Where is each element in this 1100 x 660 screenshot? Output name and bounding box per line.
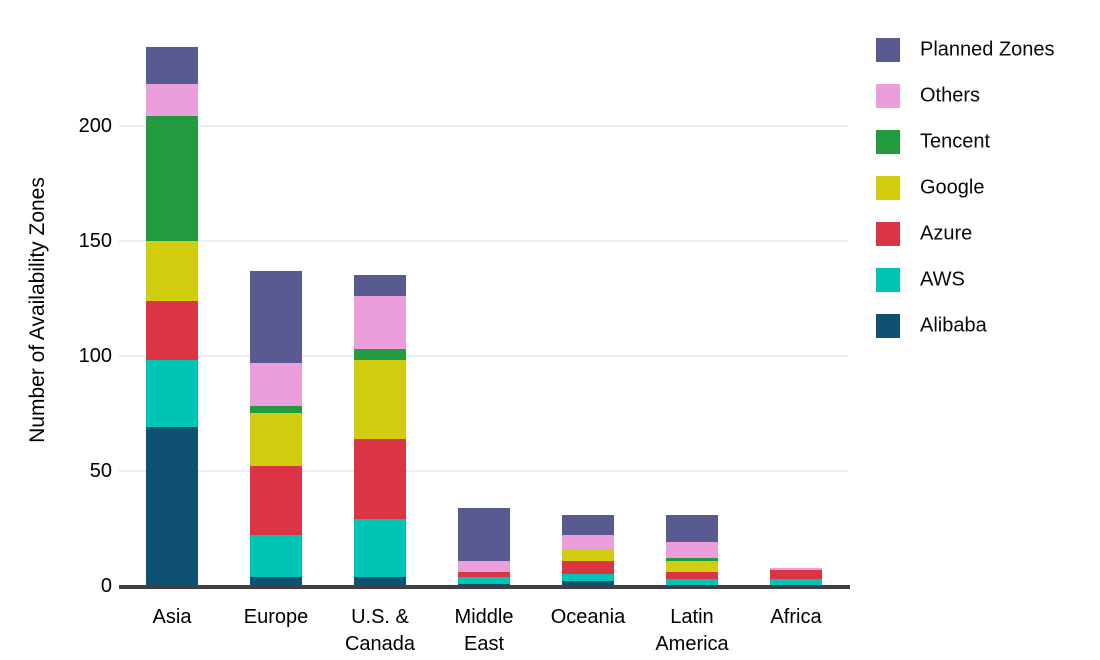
legend-swatch-aws <box>876 268 900 292</box>
y-tick-label-50: 50 <box>89 459 112 482</box>
legend-label-alibaba: Alibaba <box>920 314 987 337</box>
bar-segment-u-s-canada-others <box>354 295 406 349</box>
x-axis-label-line: America <box>655 633 729 655</box>
legend-swatch-tencent <box>876 130 900 154</box>
bar-segment-u-s-canada-planned-zones <box>354 275 406 296</box>
bar-segment-europe-others <box>250 362 302 407</box>
bar-segment-latin-america-azure <box>666 572 718 580</box>
bar-segment-oceania-azure <box>562 560 614 575</box>
x-axis-label-latin-america: Latin America <box>655 604 728 658</box>
x-axis-label-middle-east: Middle East <box>455 604 514 658</box>
legend-swatch-others <box>876 84 900 108</box>
y-axis-title: Number of Availability Zones <box>26 177 49 443</box>
x-axis-label-line: Africa <box>770 606 822 628</box>
bar-segment-africa-others <box>770 567 822 570</box>
legend-swatch-alibaba <box>876 314 900 338</box>
bar-segment-latin-america-tencent <box>666 558 718 561</box>
bar-segment-oceania-alibaba <box>562 581 614 586</box>
x-axis-label-u-s-canada: U.S. & Canada <box>345 604 415 658</box>
bar-segment-oceania-google <box>562 549 614 561</box>
x-axis-label-line: Latin <box>670 606 714 628</box>
x-axis-label-africa: Africa <box>770 604 821 631</box>
bar-segment-u-s-canada-google <box>354 360 406 439</box>
x-axis-label-line: Middle <box>454 606 514 628</box>
bar-segment-middle-east-planned-zones <box>458 507 510 561</box>
bar-segment-u-s-canada-azure <box>354 438 406 520</box>
bar-segment-asia-alibaba <box>146 427 198 586</box>
x-axis-label-europe: Europe <box>244 604 309 631</box>
gridline-200 <box>119 124 848 127</box>
bar-segment-europe-tencent <box>250 406 302 414</box>
bar-segment-africa-azure <box>770 569 822 580</box>
x-axis-label-line: East <box>463 633 505 655</box>
legend-item-azure: Azure <box>876 222 1096 246</box>
legend-label-tencent: Tencent <box>920 130 991 153</box>
legend-swatch-google <box>876 176 900 200</box>
bar-segment-u-s-canada-alibaba <box>354 576 406 586</box>
legend-item-aws: AWS <box>876 268 1096 292</box>
legend-swatch-planned-zones <box>876 38 900 62</box>
legend-item-others: Others <box>876 84 1096 108</box>
bar-segment-oceania-others <box>562 535 614 550</box>
bar-segment-europe-planned-zones <box>250 270 302 363</box>
bar-segment-oceania-aws <box>562 574 614 582</box>
gridline-50 <box>119 469 848 472</box>
bar-segment-middle-east-aws <box>458 576 510 584</box>
x-axis-label-line: Oceania <box>550 606 626 628</box>
legend-label-others: Others <box>920 84 981 107</box>
y-tick-label-0: 0 <box>100 575 112 597</box>
bar-segment-latin-america-planned-zones <box>666 514 718 543</box>
x-axis-label-line: Asia <box>152 606 192 628</box>
bar-segment-asia-azure <box>146 300 198 361</box>
bar-segment-u-s-canada-tencent <box>354 348 406 361</box>
x-axis-label-oceania: Oceania <box>551 604 626 631</box>
bar-segment-asia-others <box>146 84 198 117</box>
x-axis-line <box>119 584 850 589</box>
bar-segment-asia-aws <box>146 360 198 428</box>
bar-segment-oceania-planned-zones <box>562 514 614 536</box>
legend-item-tencent: Tencent <box>876 130 1096 154</box>
bar-segment-latin-america-google <box>666 560 718 573</box>
x-axis-label-line: U.S. & <box>351 606 409 628</box>
bar-segment-europe-aws <box>250 535 302 577</box>
bar-segment-latin-america-aws <box>666 579 718 586</box>
legend-swatch-azure <box>876 222 900 246</box>
gridline-150 <box>119 239 848 242</box>
legend-label-planned-zones: Planned Zones <box>920 38 1055 61</box>
legend-item-alibaba: Alibaba <box>876 314 1096 338</box>
bar-segment-latin-america-others <box>666 542 718 559</box>
bar-segment-asia-tencent <box>146 116 198 241</box>
legend-label-aws: AWS <box>920 268 965 291</box>
x-axis-label-line: Canada <box>344 633 416 655</box>
y-tick-label-200: 200 <box>78 114 112 137</box>
legend-item-planned-zones: Planned Zones <box>876 38 1096 62</box>
bar-segment-europe-alibaba <box>250 576 302 586</box>
y-tick-label-150: 150 <box>78 229 112 252</box>
legend-label-azure: Azure <box>920 222 973 245</box>
bar-segment-europe-google <box>250 413 302 467</box>
bar-segment-middle-east-azure <box>458 572 510 577</box>
bar-segment-africa-aws <box>770 579 822 586</box>
bar-segment-u-s-canada-aws <box>354 519 406 577</box>
legend-item-google: Google <box>876 176 1096 200</box>
y-tick-label-100: 100 <box>78 344 112 367</box>
bar-segment-asia-planned-zones <box>146 47 198 85</box>
gridline-100 <box>119 354 848 357</box>
x-axis-label-line: Europe <box>243 606 309 628</box>
x-axis-label-asia: Asia <box>153 604 192 631</box>
bar-segment-europe-azure <box>250 466 302 536</box>
bar-segment-middle-east-others <box>458 560 510 573</box>
bar-segment-asia-google <box>146 240 198 301</box>
legend-label-google: Google <box>920 176 985 199</box>
